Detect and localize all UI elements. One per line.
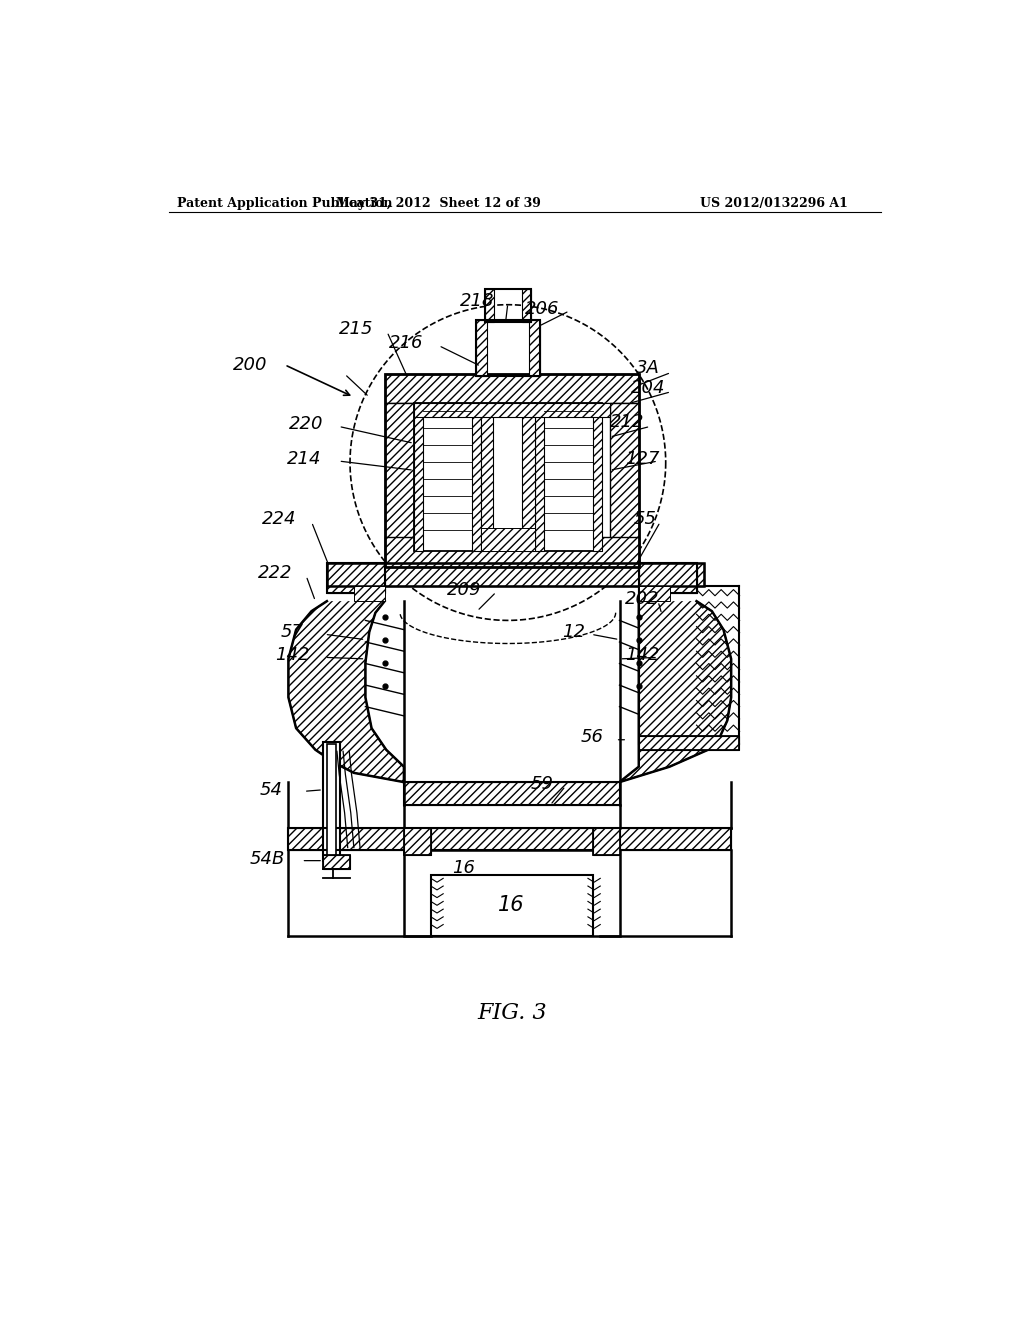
Text: 214: 214: [287, 450, 322, 467]
Bar: [639, 737, 739, 750]
Text: 222: 222: [258, 564, 293, 582]
Text: 16: 16: [499, 895, 525, 915]
Bar: [639, 562, 696, 594]
Bar: [431, 874, 593, 936]
Bar: [403, 829, 431, 855]
Bar: [327, 562, 385, 594]
Bar: [327, 743, 336, 859]
Text: 54B: 54B: [250, 850, 286, 869]
Text: 215: 215: [339, 321, 374, 338]
Bar: [323, 855, 350, 869]
Bar: [403, 781, 620, 805]
Bar: [385, 537, 639, 566]
Bar: [593, 829, 620, 855]
Bar: [639, 737, 739, 750]
Bar: [609, 404, 639, 566]
Bar: [385, 374, 639, 404]
Bar: [289, 829, 731, 850]
Text: Patent Application Publication: Patent Application Publication: [177, 197, 392, 210]
Text: 218: 218: [460, 292, 495, 310]
Bar: [593, 404, 602, 552]
Bar: [639, 562, 696, 594]
Text: 57: 57: [281, 623, 304, 642]
Bar: [403, 829, 431, 855]
Text: 204: 204: [631, 379, 666, 397]
Bar: [481, 404, 494, 552]
Text: FIG. 3: FIG. 3: [477, 1002, 547, 1024]
Text: 206: 206: [525, 300, 560, 318]
Text: 216: 216: [389, 334, 424, 352]
Bar: [475, 321, 541, 376]
Text: 142: 142: [275, 645, 309, 664]
Text: 16: 16: [453, 859, 475, 878]
Bar: [528, 321, 541, 376]
Text: May 31, 2012  Sheet 12 of 39: May 31, 2012 Sheet 12 of 39: [336, 197, 541, 210]
Bar: [354, 586, 385, 601]
PathPatch shape: [289, 601, 403, 781]
Text: 220: 220: [289, 414, 324, 433]
Text: 202: 202: [626, 590, 659, 607]
Text: 209: 209: [446, 581, 481, 598]
PathPatch shape: [620, 601, 731, 781]
Bar: [475, 321, 487, 376]
Text: 55: 55: [634, 510, 656, 528]
Text: 224: 224: [262, 510, 296, 528]
Bar: [385, 404, 414, 566]
Bar: [403, 781, 620, 805]
Bar: [593, 829, 620, 855]
Bar: [484, 289, 531, 322]
Bar: [385, 374, 639, 566]
Bar: [481, 528, 535, 552]
Bar: [323, 742, 340, 862]
Bar: [535, 404, 602, 552]
Text: US 2012/0132296 A1: US 2012/0132296 A1: [700, 197, 848, 210]
Text: 54: 54: [260, 781, 283, 799]
Bar: [535, 404, 544, 552]
Bar: [639, 586, 670, 601]
Bar: [521, 289, 531, 322]
Bar: [327, 562, 705, 586]
Text: 12: 12: [562, 623, 585, 642]
Bar: [481, 404, 535, 552]
Bar: [484, 289, 494, 322]
Bar: [414, 404, 481, 552]
Text: 3A: 3A: [636, 359, 659, 376]
Bar: [289, 829, 731, 850]
Text: 200: 200: [232, 356, 267, 374]
Bar: [403, 850, 620, 936]
Bar: [414, 404, 609, 417]
Bar: [327, 562, 385, 594]
Bar: [327, 562, 705, 586]
Bar: [323, 855, 350, 869]
Bar: [414, 404, 423, 552]
Text: 142: 142: [626, 645, 659, 664]
Text: 56: 56: [581, 729, 604, 746]
Bar: [522, 404, 535, 552]
Text: 59: 59: [531, 775, 554, 792]
Text: 127: 127: [626, 450, 659, 467]
Text: 212: 212: [610, 413, 644, 430]
Bar: [472, 404, 481, 552]
Bar: [414, 404, 609, 537]
